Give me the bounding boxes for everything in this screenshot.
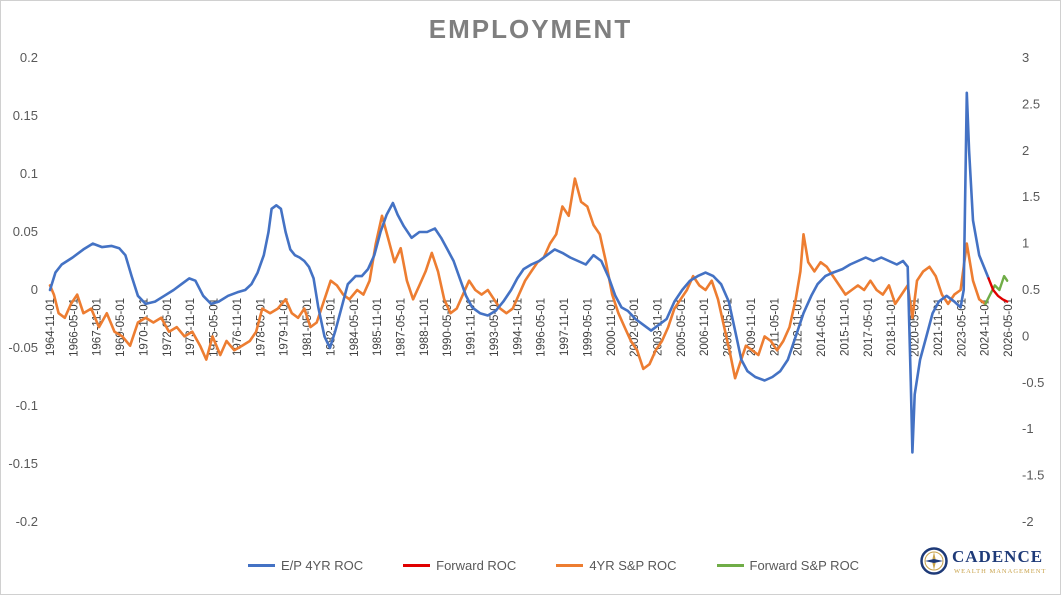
- x-tick-label-36: 2018-11-01: [886, 298, 898, 356]
- legend-label-forward-roc: Forward ROC: [436, 558, 517, 573]
- right-tick-label-10: -2: [1022, 514, 1034, 529]
- right-tick-label-7: -0.5: [1022, 375, 1044, 390]
- x-tick-label-22: 1997-11-01: [559, 298, 571, 356]
- x-tick-label-41: 2026-05-01: [1003, 298, 1015, 357]
- x-tick-label-20: 1994-11-01: [512, 298, 524, 356]
- right-axis-tick-labels: 3 2.5 2 1.5 1 0.5 0 -0.5 -1 -1.5 -2: [1022, 50, 1044, 529]
- x-tick-label-15: 1987-05-01: [395, 298, 407, 357]
- x-tick-label-40: 2024-11-01: [980, 298, 992, 356]
- x-tick-label-23: 1999-05-01: [582, 298, 594, 357]
- x-tick-label-8: 1976-11-01: [232, 298, 244, 356]
- chart-legend: E/P 4YR ROC Forward ROC 4YR S&P ROC Forw…: [248, 558, 899, 573]
- left-tick-label-4: 0: [31, 282, 38, 297]
- x-tick-label-6: 1973-11-01: [185, 298, 197, 356]
- legend-item-4yr-sp-roc: 4YR S&P ROC: [556, 558, 677, 573]
- left-axis-tick-labels: 0.2 0.15 0.1 0.05 0 -0.05 -0.1 -0.15 -0.2: [8, 50, 38, 529]
- logo-name: CADENCE: [952, 547, 1044, 566]
- x-tick-label-16: 1988-11-01: [419, 298, 431, 356]
- compass-logo-icon: [920, 547, 948, 575]
- x-tick-label-18: 1991-11-01: [466, 298, 478, 356]
- left-tick-label-7: -0.15: [8, 456, 38, 471]
- x-tick-label-33: 2014-05-01: [816, 298, 828, 357]
- x-tick-label-9: 1978-05-01: [255, 298, 267, 357]
- x-tick-label-39: 2023-05-01: [956, 298, 968, 357]
- x-tick-label-24: 2000-11-01: [606, 298, 618, 356]
- legend-swatch-4yr-sp-roc: [556, 564, 584, 567]
- right-tick-label-4: 1: [1022, 236, 1029, 251]
- legend-label-ep-4yr-roc: E/P 4YR ROC: [281, 558, 364, 573]
- left-tick-label-1: 0.15: [13, 108, 38, 123]
- right-tick-label-1: 2.5: [1022, 96, 1040, 111]
- x-tick-label-10: 1979-11-01: [279, 298, 291, 356]
- right-tick-label-9: -1.5: [1022, 468, 1044, 483]
- left-tick-label-6: -0.1: [16, 398, 38, 413]
- left-tick-label-2: 0.1: [20, 166, 38, 181]
- left-tick-label-8: -0.2: [16, 514, 38, 529]
- legend-swatch-ep-4yr-roc: [248, 564, 275, 567]
- left-tick-label-5: -0.05: [8, 340, 38, 355]
- series-line-e-p-4yr-roc: [48, 91, 990, 454]
- right-tick-label-6: 0: [1022, 328, 1029, 343]
- legend-swatch-forward-roc: [403, 564, 431, 567]
- x-tick-label-30: 2009-11-01: [746, 298, 758, 356]
- chart-title: EMPLOYMENT: [428, 14, 633, 44]
- right-tick-label-3: 1.5: [1022, 189, 1040, 204]
- left-tick-label-0: 0.2: [20, 50, 38, 65]
- series-line-forward-roc: [987, 277, 1009, 303]
- legend-item-forward-sp-roc: Forward S&P ROC: [716, 558, 860, 573]
- legend-item-forward-roc: Forward ROC: [403, 558, 516, 573]
- x-tick-label-3: 1969-05-01: [115, 298, 127, 357]
- x-tick-label-38: 2021-11-01: [933, 298, 945, 356]
- x-tick-label-34: 2015-11-01: [839, 298, 851, 356]
- x-tick-label-35: 2017-05-01: [863, 298, 875, 357]
- x-tick-label-1: 1966-05-01: [68, 298, 80, 357]
- x-tick-label-27: 2005-05-01: [676, 298, 688, 357]
- x-axis-tick-labels: 1964-11-01 1966-05-01 1967-11-01 1969-05-01…: [45, 298, 1015, 357]
- right-tick-label-0: 3: [1022, 50, 1029, 65]
- x-tick-label-21: 1996-05-01: [536, 298, 548, 357]
- logo-tagline: WEALTH MANAGEMENT: [954, 568, 1047, 575]
- x-tick-label-4: 1970-11-01: [138, 298, 150, 356]
- series-layer: [48, 91, 1009, 454]
- right-tick-label-8: -1: [1022, 421, 1034, 436]
- legend-label-forward-sp-roc: Forward S&P ROC: [749, 558, 860, 573]
- legend-item-ep-4yr-roc: E/P 4YR ROC: [248, 558, 363, 573]
- legend-swatch-forward-sp-roc: [716, 564, 744, 567]
- right-tick-label-5: 0.5: [1022, 282, 1040, 297]
- cadence-logo: CADENCE WEALTH MANAGEMENT: [920, 545, 1055, 581]
- x-tick-label-0: 1964-11-01: [45, 298, 57, 356]
- legend-label-4yr-sp-roc: 4YR S&P ROC: [589, 558, 677, 573]
- left-tick-label-3: 0.05: [13, 224, 38, 239]
- x-tick-label-28: 2006-11-01: [699, 298, 711, 356]
- x-tick-label-12: 1982-11-01: [325, 298, 337, 356]
- series-line-forward-s-p-roc: [984, 274, 1009, 306]
- x-tick-label-14: 1985-11-01: [372, 298, 384, 356]
- right-tick-label-2: 2: [1022, 143, 1029, 158]
- x-tick-label-13: 1984-05-01: [349, 298, 361, 357]
